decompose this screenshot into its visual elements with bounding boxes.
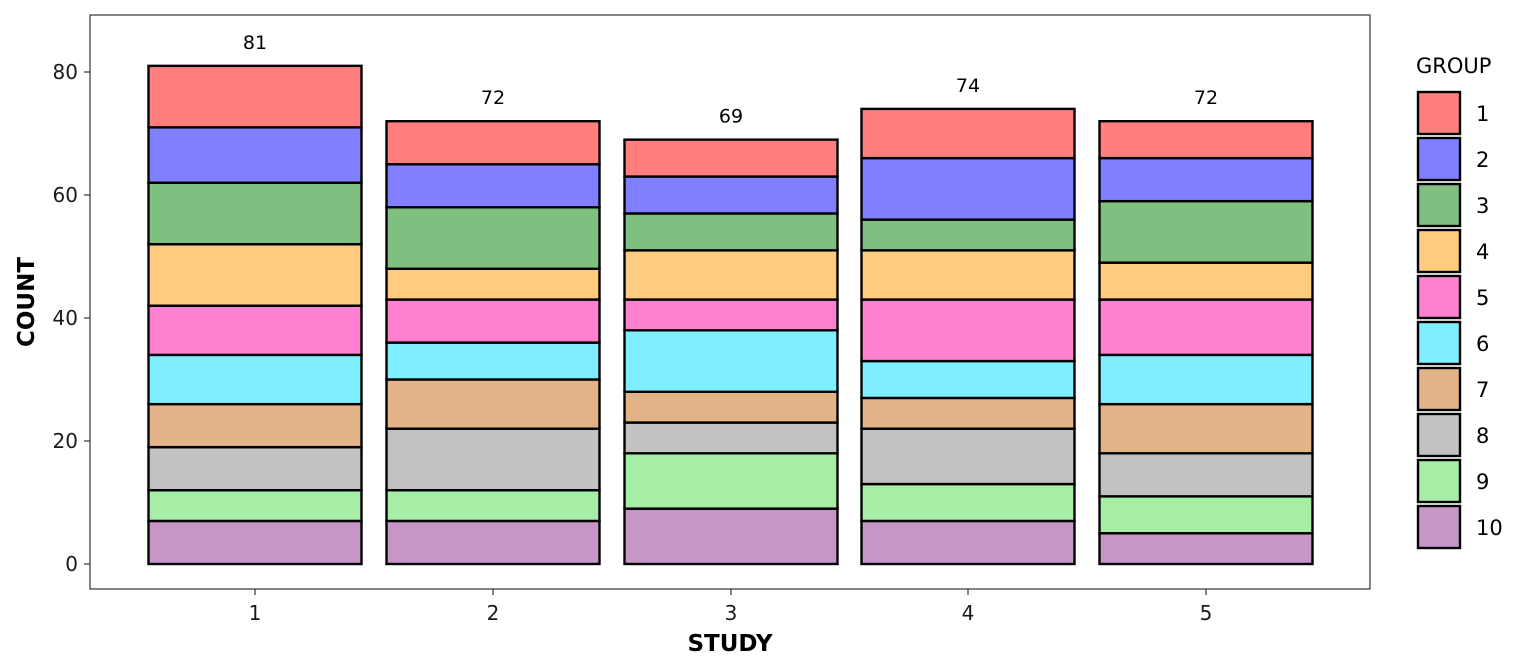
y-tick-label: 0 xyxy=(65,552,78,576)
legend-swatch-group-4 xyxy=(1416,228,1462,274)
bar-study-4-group-3 xyxy=(860,218,1076,252)
bar-study-2-group-2 xyxy=(385,163,601,209)
x-axis: 1 2 3 4 5 xyxy=(249,589,1213,625)
x-tick-label: 3 xyxy=(725,601,738,625)
legend-swatch-group-7 xyxy=(1416,366,1462,412)
total-label-study-1: 81 xyxy=(243,32,267,54)
x-tick-label: 4 xyxy=(962,601,975,625)
bar-study-2-group-1 xyxy=(385,119,601,166)
x-axis-title: STUDY xyxy=(687,631,772,657)
bar-study-5-group-9 xyxy=(1098,495,1314,535)
bar-study-1-group-7 xyxy=(147,402,363,449)
bar-study-2-group-4 xyxy=(385,267,601,301)
bar-study-3-group-9 xyxy=(623,452,839,510)
bar-study-4-group-1 xyxy=(860,107,1076,160)
bar-study-1-group-2 xyxy=(147,126,363,184)
bar-study-4-group-2 xyxy=(860,156,1076,221)
bar-study-1-group-1 xyxy=(147,64,363,129)
bar-study-2-group-9 xyxy=(385,489,601,523)
legend-swatch-group-3 xyxy=(1416,182,1462,228)
bar-study-4-group-5 xyxy=(860,298,1076,363)
total-labels: 81 72 69 74 72 xyxy=(243,32,1218,128)
bar-study-3-group-7 xyxy=(623,390,839,424)
legend-title: GROUP xyxy=(1416,54,1491,78)
x-tick-label: 2 xyxy=(487,601,500,625)
bar-study-5-group-6 xyxy=(1098,353,1314,406)
total-label-study-3: 69 xyxy=(719,106,743,128)
bar-study-1-group-3 xyxy=(147,181,363,246)
total-label-study-2: 72 xyxy=(481,87,505,109)
y-tick-label: 80 xyxy=(53,60,78,84)
legend-label-group-5: 5 xyxy=(1476,286,1489,310)
bar-study-5-group-5 xyxy=(1098,298,1314,357)
bar-study-1-group-8 xyxy=(147,445,363,492)
x-tick-label: 5 xyxy=(1200,601,1213,625)
bar-study-1-group-9 xyxy=(147,489,363,523)
bar-study-2-group-6 xyxy=(385,341,601,381)
legend-swatch-group-5 xyxy=(1416,274,1462,320)
legend-label-group-9: 9 xyxy=(1476,470,1489,494)
legend-label-group-2: 2 xyxy=(1476,148,1489,172)
legend-swatch-group-8 xyxy=(1416,412,1462,458)
bar-study-3-group-4 xyxy=(623,249,839,301)
bar-study-1-group-10 xyxy=(147,519,363,566)
bar-study-2-group-8 xyxy=(385,427,601,492)
bar-study-4-group-9 xyxy=(860,482,1076,523)
bar-study-2-group-10 xyxy=(385,519,601,566)
bar-study-2-group-3 xyxy=(385,206,601,271)
bar-study-4-group-7 xyxy=(860,396,1076,430)
legend-label-group-6: 6 xyxy=(1476,332,1489,356)
total-label-study-5: 72 xyxy=(1194,87,1218,109)
bar-study-3-group-5 xyxy=(623,298,839,332)
legend-label-group-7: 7 xyxy=(1476,378,1489,402)
bar-study-5-group-7 xyxy=(1098,402,1314,455)
x-tick-label: 1 xyxy=(249,601,262,625)
bar-study-3-group-2 xyxy=(623,175,839,215)
bar-study-3-group-6 xyxy=(623,329,839,393)
bar-study-4-group-8 xyxy=(860,427,1076,486)
bar-study-2-group-7 xyxy=(385,378,601,430)
bar-study-5-group-10 xyxy=(1098,532,1314,566)
bars-layer xyxy=(147,64,1314,566)
bar-study-2-group-5 xyxy=(385,298,601,344)
legend-swatch-group-10 xyxy=(1416,504,1462,550)
legend-swatch-group-6 xyxy=(1416,320,1462,366)
bar-study-4-group-10 xyxy=(860,519,1076,566)
bar-study-1-group-6 xyxy=(147,353,363,406)
legend-swatch-group-9 xyxy=(1416,458,1462,504)
legend-swatch-group-2 xyxy=(1416,136,1462,182)
bar-study-5-group-8 xyxy=(1098,452,1314,498)
bar-study-4-group-6 xyxy=(860,359,1076,400)
legend-swatch-group-1 xyxy=(1416,90,1462,136)
bar-study-5-group-1 xyxy=(1098,119,1314,160)
bar-study-1-group-5 xyxy=(147,304,363,357)
bar-study-1-group-4 xyxy=(147,242,363,307)
bar-study-3-group-8 xyxy=(623,421,839,455)
legend-label-group-1: 1 xyxy=(1476,102,1489,126)
bar-study-5-group-3 xyxy=(1098,199,1314,264)
bar-study-3-group-10 xyxy=(623,507,839,566)
bar-study-5-group-4 xyxy=(1098,261,1314,301)
y-tick-label: 20 xyxy=(53,429,78,453)
legend-label-group-10: 10 xyxy=(1476,516,1503,540)
bar-study-3-group-3 xyxy=(623,212,839,252)
legend-label-group-4: 4 xyxy=(1476,240,1489,264)
y-axis-title: COUNT xyxy=(14,257,40,347)
legend-label-group-8: 8 xyxy=(1476,424,1489,448)
legend: GROUP 1 2 3 4 5 6 7 8 9 10 xyxy=(1416,54,1503,550)
y-tick-label: 40 xyxy=(53,306,78,330)
bar-study-4-group-4 xyxy=(860,249,1076,301)
legend-label-group-3: 3 xyxy=(1476,194,1489,218)
bar-study-5-group-2 xyxy=(1098,156,1314,203)
bar-study-3-group-1 xyxy=(623,138,839,178)
total-label-study-4: 74 xyxy=(956,75,980,97)
y-tick-label: 60 xyxy=(53,183,78,207)
y-axis: 0 20 40 60 80 xyxy=(53,60,90,576)
